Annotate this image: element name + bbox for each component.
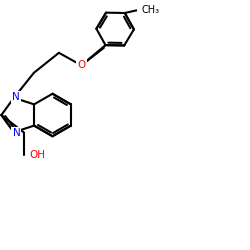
Text: N: N xyxy=(12,128,20,138)
Text: N: N xyxy=(12,92,20,102)
Text: OH: OH xyxy=(29,150,45,160)
Text: CH₃: CH₃ xyxy=(141,6,159,16)
Text: O: O xyxy=(77,60,86,70)
